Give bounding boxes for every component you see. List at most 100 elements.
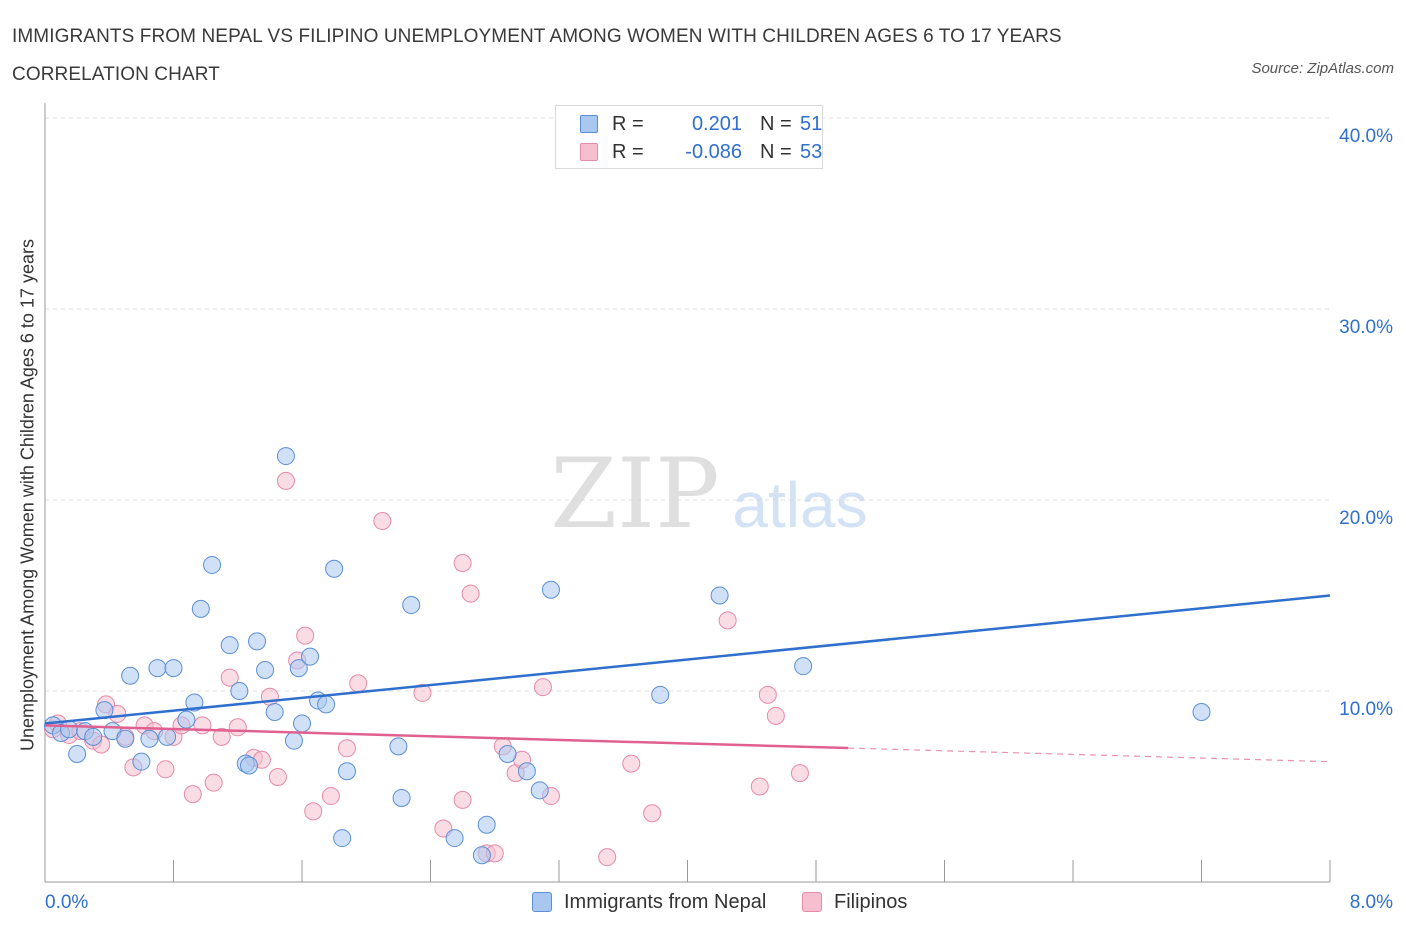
filipino-point (373, 512, 392, 531)
chart-title: IMMIGRANTS FROM NEPAL VS FILIPINO UNEMPL… (12, 26, 1062, 85)
filipino-trend-line (44, 724, 849, 750)
nepal-point (445, 829, 464, 848)
nepal-point (177, 710, 196, 729)
x-tick-label: 8.0% (1350, 892, 1393, 913)
nepal-point (333, 829, 352, 848)
filipino-point (268, 767, 287, 786)
nepal-point (794, 657, 813, 676)
legend-swatch-filipino (580, 143, 598, 161)
tick-labels: 10.0% 20.0% 30.0% 40.0% 0.0% 8.0% (45, 126, 1393, 913)
y-tick-label: 20.0% (1339, 508, 1393, 529)
nepal-points (44, 109, 1211, 865)
watermark-zip: ZIP (550, 438, 719, 550)
nepal-point (325, 559, 344, 578)
nepal-point (203, 555, 222, 574)
filipino-point (337, 739, 356, 758)
nepal-point (158, 727, 177, 746)
filipino-point (533, 678, 552, 697)
filipino-point (212, 727, 231, 746)
filipino-point (220, 668, 239, 687)
y-axis-label: Unemployment Among Women with Children A… (17, 239, 38, 751)
nepal-point (472, 846, 491, 865)
filipino-point (413, 683, 432, 702)
nepal-point (651, 685, 670, 704)
nepal-point (1192, 703, 1211, 722)
nepal-point (517, 762, 536, 781)
legend-r-value-filipino: -0.086 (685, 141, 742, 163)
filipino-point (453, 554, 472, 573)
watermark-atlas: atlas (732, 469, 867, 541)
nepal-point (317, 695, 336, 714)
nepal-point (710, 586, 729, 605)
nepal-point (116, 729, 135, 748)
filipino-point (304, 802, 323, 821)
filipino-point (766, 706, 785, 725)
nepal-point (301, 647, 320, 666)
axes (44, 103, 1331, 883)
filipino-point (790, 764, 809, 783)
nepal-point (185, 693, 204, 712)
y-tick-label: 40.0% (1339, 126, 1393, 147)
nepal-point (498, 745, 517, 764)
nepal-point (68, 745, 87, 764)
nepal-point (230, 682, 249, 700)
nepal-point (284, 731, 303, 750)
legend-n-value-filipino: 53 (800, 141, 823, 163)
nepal-point (164, 659, 183, 678)
legend-n-label: N = (760, 113, 792, 135)
nepal-point (392, 788, 411, 807)
source-label: Source: ZipAtlas.com (1251, 60, 1394, 77)
filipino-point (718, 611, 737, 630)
filipino-point (156, 760, 175, 779)
filipino-point (622, 754, 641, 773)
nepal-point (140, 729, 159, 748)
filipino-point (183, 785, 202, 804)
nepal-point (389, 737, 408, 756)
nepal-point (60, 720, 79, 739)
nepal-point (276, 447, 295, 466)
filipino-point (750, 777, 769, 796)
nepal-point (337, 762, 356, 781)
nepal-point (293, 714, 311, 733)
nepal-point (402, 596, 421, 615)
filipino-point (204, 773, 223, 792)
nepal-point (148, 659, 167, 678)
nepal-point (239, 756, 258, 775)
filipino-point (758, 685, 777, 704)
legend-n-value-nepal: 51 (800, 113, 823, 135)
filipino-trend-extension (848, 747, 1331, 763)
filipino-point (296, 626, 315, 645)
filipino-point (228, 718, 247, 737)
legend-swatch-nepal (532, 892, 552, 912)
legend-label-nepal: Immigrants from Nepal (564, 891, 767, 913)
legend-swatch-filipino (802, 892, 822, 912)
watermark: ZIP atlas (550, 438, 867, 550)
trend-lines (44, 594, 1331, 763)
nepal-point (191, 599, 210, 618)
legend-label-filipino: Filipinos (834, 891, 908, 913)
filipino-point (321, 787, 340, 806)
filipino-point (193, 716, 212, 735)
nepal-point (289, 659, 308, 678)
nepal-point (477, 815, 496, 834)
filipino-point (349, 674, 368, 693)
nepal-trend-line (44, 594, 1331, 725)
nepal-point (530, 781, 549, 800)
nepal-point (248, 632, 267, 651)
filipino-point (276, 471, 295, 490)
filipino-point (598, 848, 617, 867)
legend-r-value-nepal: 0.201 (691, 113, 742, 135)
nepal-point (541, 580, 560, 599)
y-tick-label: 10.0% (1339, 699, 1393, 720)
nepal-point (121, 666, 140, 685)
filipino-point (461, 584, 480, 603)
filipino-point (643, 804, 662, 823)
grid-lines (45, 117, 1330, 692)
filipino-point (453, 790, 472, 809)
legend-n-label: N = (760, 141, 792, 163)
x-tick-label: 0.0% (45, 892, 88, 913)
nepal-point (265, 703, 284, 722)
nepal-point (132, 752, 151, 771)
nepal-point (220, 636, 239, 655)
